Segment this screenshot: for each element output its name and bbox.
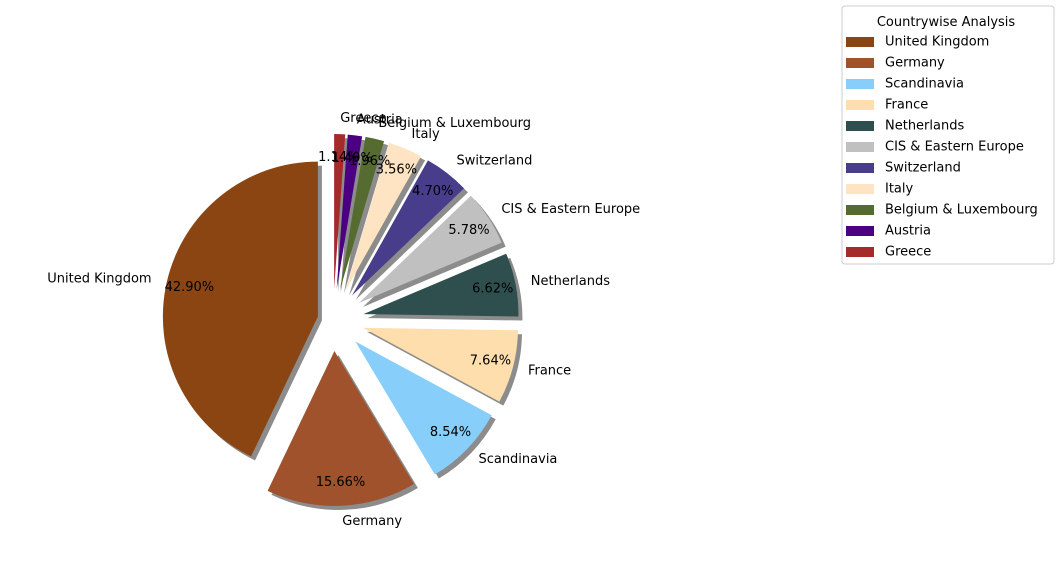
- legend-swatch-germany: [846, 58, 874, 68]
- legend-label-cis-and-eastern-europe: CIS & Eastern Europe: [885, 140, 1024, 155]
- legend-swatch-cis-and-eastern-europe: [846, 142, 874, 152]
- slice-austria: [336, 134, 363, 290]
- pct-label-france: 7.64%: [470, 354, 511, 369]
- legend-label-greece: Greece: [885, 245, 931, 260]
- legend-swatch-austria: [846, 226, 874, 236]
- legend-label-switzerland: Switzerland: [885, 161, 961, 176]
- slice-united-kingdom: [162, 161, 318, 457]
- pct-label-cis-and-eastern-europe: 5.78%: [448, 223, 489, 238]
- pct-label-switzerland: 4.70%: [412, 184, 453, 199]
- pct-label-germany: 15.66%: [316, 475, 366, 490]
- slice-label-italy: Italy: [412, 127, 441, 142]
- pct-label-scandinavia: 8.54%: [430, 425, 471, 440]
- legend-frame: [841, 5, 1055, 265]
- slice-netherlands: [363, 253, 519, 317]
- slice-label-switzerland: Switzerland: [457, 153, 533, 168]
- legend-label-germany: Germany: [885, 56, 945, 71]
- pct-label-united-kingdom: 42.90%: [165, 280, 215, 295]
- slice-france: [362, 327, 518, 402]
- slice-label-cis-and-eastern-europe: CIS & Eastern Europe: [501, 202, 640, 217]
- legend-swatch-belgium-and-luxembourg: [846, 205, 874, 215]
- slice-shadow-belgium-and-luxembourg: [343, 140, 389, 294]
- legend-label-belgium-and-luxembourg: Belgium & Luxembourg: [885, 203, 1038, 218]
- slice-scandinavia: [355, 341, 492, 475]
- slice-label-france: France: [528, 364, 571, 379]
- slice-label-belgium-and-luxembourg: Belgium & Luxembourg: [378, 116, 531, 131]
- slice-shadow-italy: [349, 146, 426, 296]
- slice-label-united-kingdom: United Kingdom: [47, 271, 151, 286]
- legend-label-scandinavia: Scandinavia: [885, 77, 964, 92]
- slice-label-germany: Germany: [342, 514, 402, 529]
- legend-label-united-kingdom: United Kingdom: [885, 35, 989, 50]
- legend-swatch-france: [846, 100, 874, 110]
- legend-items: United Kingdom Germany Scandinavia France Ne…: [846, 35, 1038, 260]
- legend-title: Countrywise Analysis: [877, 15, 1016, 30]
- slice-label-greece: Greece: [340, 111, 386, 126]
- pct-label-belgium-and-luxembourg: 1.96%: [349, 154, 390, 169]
- slice-belgium-and-luxembourg: [339, 136, 385, 290]
- legend: Countrywise Analysis United Kingdom Germa…: [841, 5, 1055, 265]
- slice-label-netherlands: Netherlands: [531, 274, 610, 289]
- legend-swatch-greece: [846, 247, 874, 257]
- slice-cis-and-eastern-europe: [358, 195, 502, 303]
- legend-swatch-united-kingdom: [846, 37, 874, 47]
- pct-label-austria: 1.49%: [332, 151, 373, 166]
- legend-swatch-scandinavia: [846, 79, 874, 89]
- pct-label-italy: 3.56%: [376, 163, 417, 178]
- slice-greece: [334, 134, 346, 290]
- slice-switzerland: [352, 160, 464, 296]
- slice-layer: [162, 134, 519, 506]
- legend-label-austria: Austria: [885, 224, 931, 239]
- slice-italy: [345, 142, 422, 292]
- legend-swatch-switzerland: [846, 163, 874, 173]
- pct-label-netherlands: 6.62%: [472, 281, 513, 296]
- slice-germany: [267, 350, 414, 506]
- slice-label-austria: Austria: [357, 112, 403, 127]
- legend-swatch-italy: [846, 184, 874, 194]
- pct-label-greece: 1.14%: [318, 150, 359, 165]
- legend-label-france: France: [885, 98, 928, 113]
- legend-label-netherlands: Netherlands: [885, 119, 964, 134]
- legend-swatch-netherlands: [846, 121, 874, 131]
- legend-label-italy: Italy: [885, 182, 914, 197]
- slice-label-scandinavia: Scandinavia: [478, 452, 557, 467]
- label-layer: United Kingdom 42.90% Germany 15.66% Scandin…: [47, 111, 640, 529]
